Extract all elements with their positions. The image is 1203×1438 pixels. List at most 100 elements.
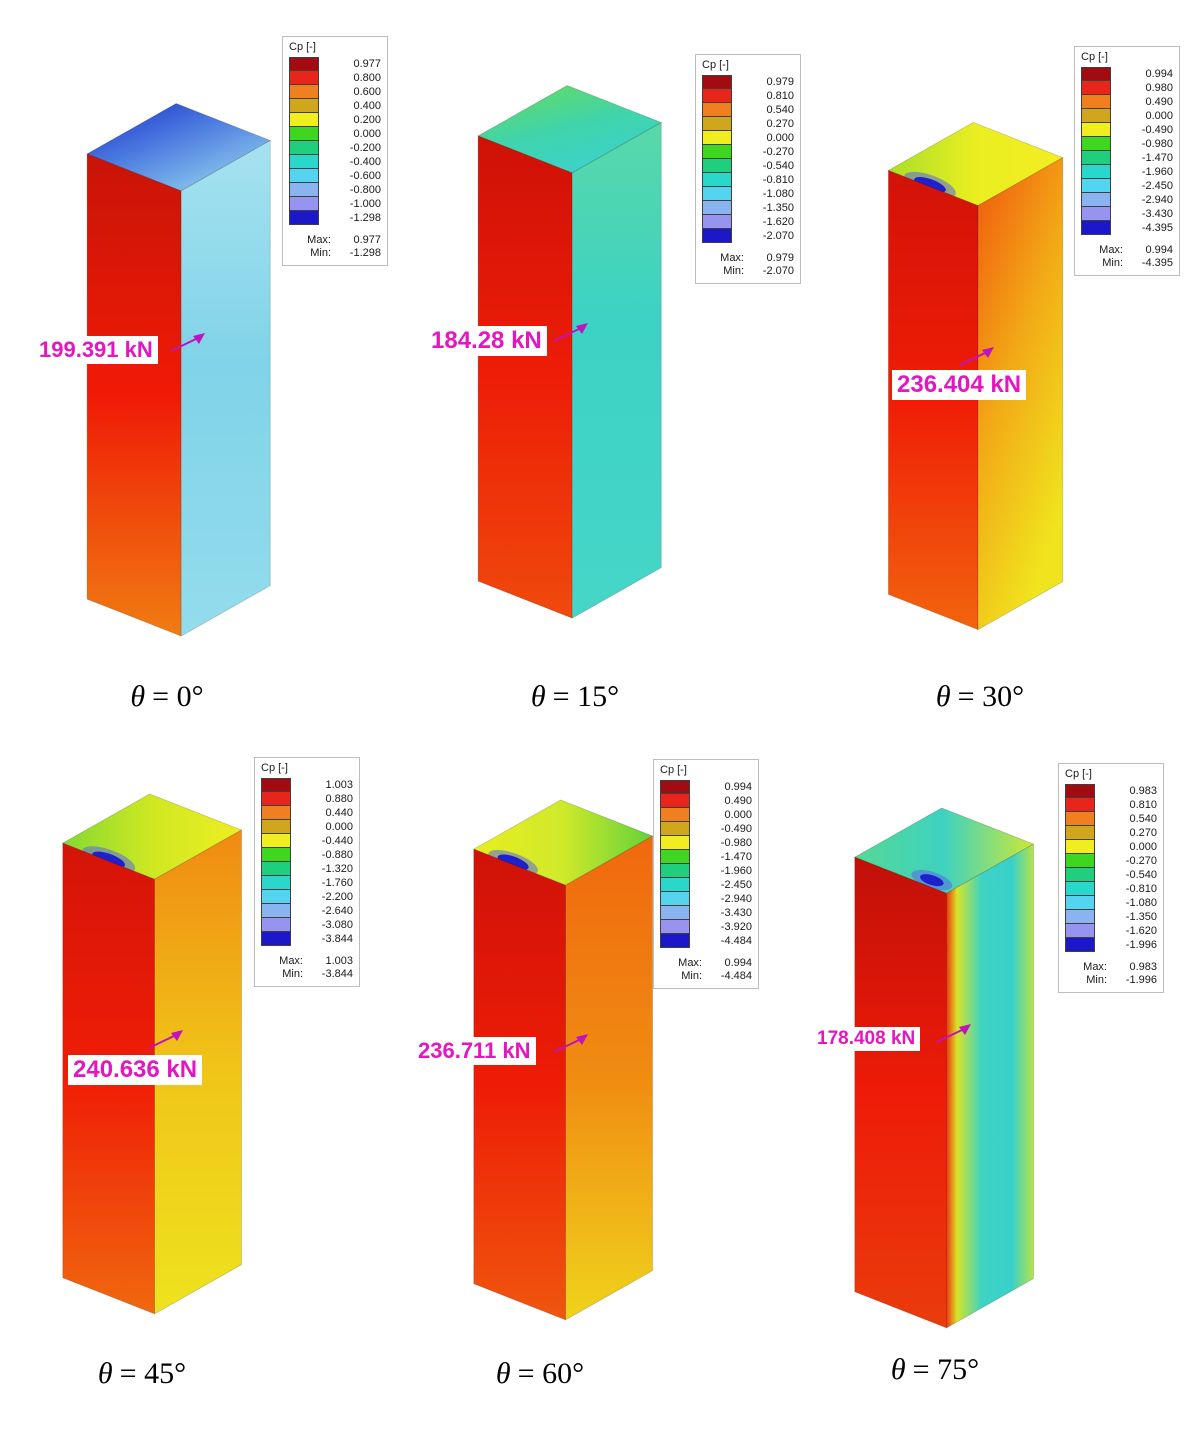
legend-swatch — [289, 71, 319, 85]
legend-swatch — [1065, 910, 1095, 924]
cp-legend: Cp [-] 0.994 0.980 0.490 0.000 -0.490 -0.980 -… — [1074, 46, 1180, 276]
legend-swatch — [660, 808, 690, 822]
theta-value: = 75° — [912, 1353, 980, 1386]
legend-row: -2.450 — [660, 878, 752, 892]
legend-row: -3.920 — [660, 920, 752, 934]
legend-row: 0.980 — [1081, 81, 1173, 95]
legend-swatch — [289, 85, 319, 99]
legend-row: 0.200 — [289, 113, 381, 127]
legend-min-value: -2.070 — [762, 265, 794, 277]
theta-label: θ = 45° — [42, 1357, 242, 1391]
legend-value: -1.760 — [321, 877, 353, 889]
legend-value: -2.640 — [321, 905, 353, 917]
legend-title: Cp [-] — [702, 59, 729, 71]
legend-row: -0.980 — [660, 836, 752, 850]
legend-swatch — [261, 820, 291, 834]
legend-value: 0.000 — [325, 821, 353, 833]
legend-min-value: -4.484 — [720, 970, 752, 982]
legend-row: 0.270 — [1065, 826, 1157, 840]
legend-min-row: Min: -1.298 — [289, 247, 381, 259]
legend-value: -1.320 — [321, 863, 353, 875]
legend-min-row: Min: -3.844 — [261, 968, 353, 980]
legend-value: -1.350 — [1125, 911, 1157, 923]
legend-row: -1.620 — [1065, 924, 1157, 938]
legend-value: -3.844 — [321, 933, 353, 945]
legend-row: 0.000 — [660, 808, 752, 822]
legend-value: -0.810 — [762, 174, 794, 186]
legend-swatch — [1081, 179, 1111, 193]
legend-row: -1.000 — [289, 197, 381, 211]
legend-row: 0.994 — [1081, 67, 1173, 81]
legend-value: -1.620 — [1125, 925, 1157, 937]
legend-swatch — [1081, 193, 1111, 207]
legend-value: -3.080 — [321, 919, 353, 931]
theta-label: θ = 0° — [67, 680, 267, 714]
legend-row: -1.350 — [702, 201, 794, 215]
legend-row: -1.080 — [1065, 896, 1157, 910]
building-visualization — [86, 103, 272, 637]
legend-row: 0.810 — [702, 89, 794, 103]
legend-row: 0.977 — [289, 57, 381, 71]
legend-swatch — [289, 155, 319, 169]
legend-max-value: 0.983 — [1129, 961, 1157, 973]
legend-value: 0.400 — [353, 100, 381, 112]
legend-swatch — [1081, 95, 1111, 109]
legend-row: 0.490 — [1081, 95, 1173, 109]
building-side-face — [571, 121, 662, 619]
legend-title: Cp [-] — [660, 764, 687, 776]
legend-swatch — [660, 906, 690, 920]
legend-value: -1.960 — [1141, 166, 1173, 178]
legend-min-label: Min: — [282, 968, 303, 980]
legend-value: -0.800 — [349, 184, 381, 196]
legend-row: 0.810 — [1065, 798, 1157, 812]
legend-swatch — [289, 57, 319, 71]
legend-value: 0.440 — [325, 807, 353, 819]
legend-max-label: Max: — [678, 957, 702, 969]
legend-row: -4.395 — [1081, 221, 1173, 235]
legend-max-label: Max: — [279, 955, 303, 967]
legend-row: -1.960 — [660, 864, 752, 878]
legend-row: 0.000 — [702, 131, 794, 145]
legend-value: -1.996 — [1125, 939, 1157, 951]
building-visualization — [853, 807, 1035, 1329]
legend-value: -1.960 — [720, 865, 752, 877]
legend-minmax: Max: 0.994 Min: -4.484 — [660, 957, 752, 982]
legend-min-value: -4.395 — [1141, 257, 1173, 269]
legend-max-row: Max: 0.979 — [702, 252, 794, 264]
top-suction-spot — [92, 851, 125, 868]
legend-colorbar: 0.977 0.800 0.600 0.400 0.200 0.000 -0.200 -0.4… — [289, 57, 381, 225]
legend-max-label: Max: — [1083, 961, 1107, 973]
theta-symbol: θ — [97, 1357, 113, 1390]
legend-swatch — [702, 131, 732, 145]
legend-minmax: Max: 0.983 Min: -1.996 — [1065, 961, 1157, 986]
theta-value: = 15° — [552, 680, 620, 713]
legend-row: -0.810 — [702, 173, 794, 187]
legend-swatch — [702, 89, 732, 103]
legend-minmax: Max: 1.003 Min: -3.844 — [261, 955, 353, 980]
legend-swatch — [1081, 67, 1111, 81]
theta-symbol: θ — [530, 680, 546, 713]
legend-min-value: -1.996 — [1125, 974, 1157, 986]
legend-max-value: 0.977 — [353, 234, 381, 246]
legend-swatch — [289, 113, 319, 127]
legend-value: -0.540 — [1125, 869, 1157, 881]
legend-swatch — [660, 892, 690, 906]
legend-swatch — [702, 117, 732, 131]
panel-theta-15: Cp [-] 0.979 0.810 0.540 0.270 0.000 -0.270 -0… — [401, 0, 802, 719]
legend-row: -1.620 — [702, 215, 794, 229]
legend-swatch — [660, 780, 690, 794]
legend-row: 0.880 — [261, 792, 353, 806]
legend-row: -4.484 — [660, 934, 752, 948]
legend-swatch — [261, 834, 291, 848]
legend-value: -1.470 — [720, 851, 752, 863]
legend-swatch — [1065, 798, 1095, 812]
legend-max-label: Max: — [1099, 244, 1123, 256]
legend-row: -1.960 — [1081, 165, 1173, 179]
legend-swatch — [660, 920, 690, 934]
legend-swatch — [1065, 924, 1095, 938]
legend-value: -0.980 — [1141, 138, 1173, 150]
legend-swatch — [1081, 123, 1111, 137]
legend-swatch — [261, 778, 291, 792]
legend-max-value: 0.994 — [1145, 244, 1173, 256]
legend-max-row: Max: 0.994 — [660, 957, 752, 969]
